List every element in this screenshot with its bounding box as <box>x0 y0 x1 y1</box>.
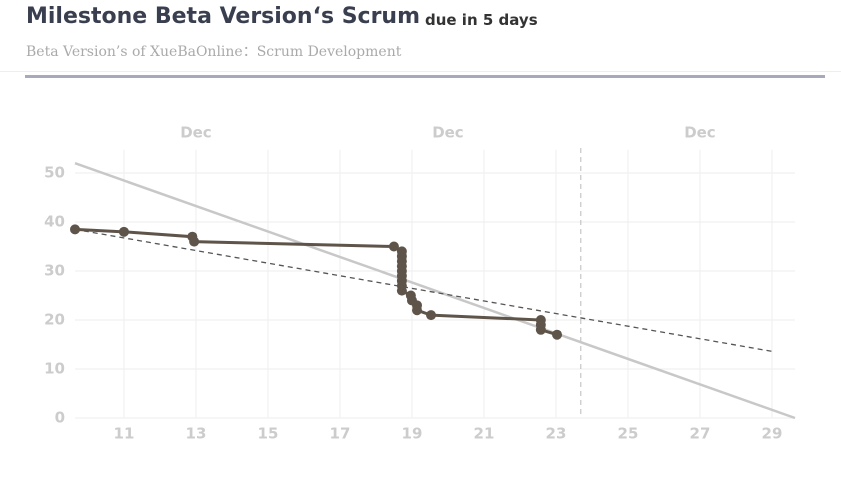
y-tick-label: 40 <box>44 213 65 231</box>
divider <box>0 71 841 72</box>
x-tick-label: 13 <box>186 425 207 443</box>
y-tick-label: 20 <box>44 311 65 329</box>
point <box>118 226 129 237</box>
x-tick-label: 25 <box>618 425 639 443</box>
y-tick-label: 50 <box>44 164 65 182</box>
x-tick-label: 19 <box>402 425 423 443</box>
due-label: due in 5 days <box>425 11 538 29</box>
x-tick-label: 23 <box>546 425 567 443</box>
month-label: Dec <box>180 124 212 142</box>
series-line <box>74 227 558 337</box>
y-tick-label: 0 <box>55 409 65 427</box>
point <box>189 236 200 247</box>
x-tick-label: 17 <box>330 425 351 443</box>
x-tick-label: 21 <box>474 425 495 443</box>
point <box>388 241 399 252</box>
subtitle: Beta Version’s of XueBaOnline：Scrum Deve… <box>26 44 402 60</box>
y-tick-label: 10 <box>44 360 65 378</box>
point <box>535 324 546 335</box>
month-label: Dec <box>432 124 464 142</box>
x-tick-label: 27 <box>690 425 711 443</box>
rule <box>25 75 825 78</box>
series-line <box>74 228 773 353</box>
title: Milestone Beta Version‘s Scrum <box>26 4 421 29</box>
y-tick-label: 30 <box>44 262 65 280</box>
x-tick-label: 29 <box>762 425 783 443</box>
series-line <box>74 162 796 420</box>
x-tick-label: 11 <box>114 425 135 443</box>
month-label: Dec <box>684 124 716 142</box>
point <box>396 285 407 296</box>
point <box>552 329 563 340</box>
x-tick-label: 15 <box>258 425 279 443</box>
point <box>426 310 437 321</box>
point <box>70 224 80 235</box>
point <box>412 305 422 316</box>
